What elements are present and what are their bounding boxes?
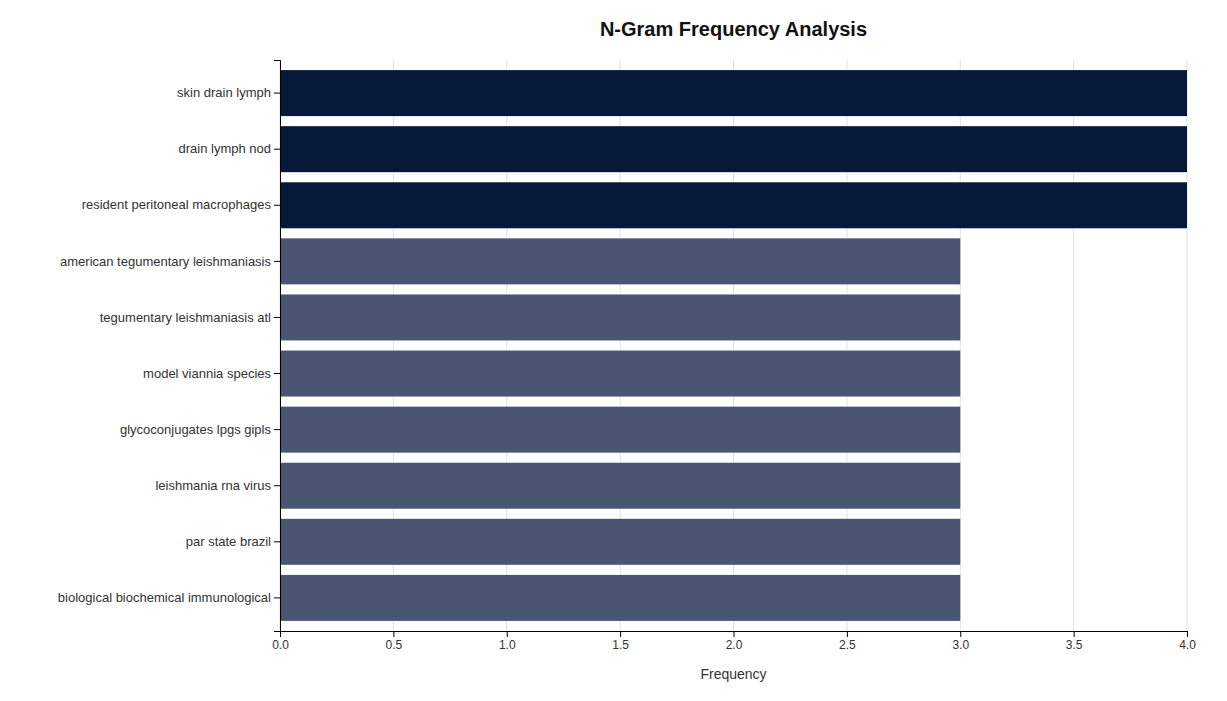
tick: tegumentary leishmaniasis atl <box>100 310 280 325</box>
tick-mark <box>274 317 280 318</box>
tick: 3.0 <box>952 631 969 652</box>
tick-label: 2.0 <box>726 638 743 652</box>
tick-mark <box>274 597 280 598</box>
grid <box>280 60 1187 631</box>
bar <box>280 575 960 621</box>
tick-mark <box>1074 631 1075 637</box>
tick-label: leishmania rna virus <box>155 478 271 493</box>
tick-label: tegumentary leishmaniasis atl <box>100 310 271 325</box>
tick-mark <box>274 485 280 486</box>
bar <box>280 294 960 340</box>
tick-label: model viannia species <box>143 366 271 381</box>
tick-mark <box>847 631 848 637</box>
tick-label: 1.0 <box>499 638 516 652</box>
tick-label: 3.5 <box>1066 638 1083 652</box>
bar <box>280 351 960 397</box>
tick: 0.5 <box>386 631 403 652</box>
tick: skin drain lymph <box>177 85 280 100</box>
tick: biological biochemical immunological <box>58 590 280 605</box>
tick-label: biological biochemical immunological <box>58 590 271 605</box>
axis-line <box>274 61 281 632</box>
tick-mark <box>274 261 280 262</box>
tick-mark <box>1187 631 1188 637</box>
bar <box>280 238 960 284</box>
tick-label: american tegumentary leishmaniasis <box>60 254 271 269</box>
y-axis: biological biochemical immunological par … <box>58 61 281 632</box>
tick-label: 2.5 <box>839 638 856 652</box>
bar <box>280 182 1187 228</box>
tick: par state brazil <box>186 534 280 549</box>
plot: 0.0 0.5 1.0 1.5 2.0 2.5 3.0 3.5 4.0 biological bi… <box>58 60 1196 652</box>
tick: resident peritoneal macrophages <box>82 197 280 212</box>
tick: model viannia species <box>143 366 280 381</box>
tick: 2.0 <box>726 631 743 652</box>
tick: 1.0 <box>499 631 516 652</box>
tick-label: 0.5 <box>386 638 403 652</box>
tick-label: skin drain lymph <box>177 85 271 100</box>
bar <box>280 70 1187 116</box>
chart: 0.0 0.5 1.0 1.5 2.0 2.5 3.0 3.5 4.0 biological bi… <box>0 0 1227 701</box>
tick: 2.5 <box>839 631 856 652</box>
tick-label: resident peritoneal macrophages <box>82 197 272 212</box>
tick-mark <box>274 541 280 542</box>
axis-title: Frequency <box>700 666 766 682</box>
tick: 3.5 <box>1066 631 1083 652</box>
bars <box>280 70 1187 621</box>
tick: 1.5 <box>612 631 629 652</box>
tick: glycoconjugates lpgs gipls <box>120 422 280 437</box>
tick: 0.0 <box>272 631 289 652</box>
tick-mark <box>274 149 280 150</box>
bar <box>280 126 1187 172</box>
tick: american tegumentary leishmaniasis <box>60 254 280 269</box>
tick: leishmania rna virus <box>155 478 280 493</box>
tick-mark <box>274 373 280 374</box>
bar <box>280 407 960 453</box>
tick-label: 4.0 <box>1179 638 1196 652</box>
tick-mark <box>274 429 280 430</box>
tick-mark <box>960 631 961 637</box>
bar <box>280 463 960 509</box>
tick-mark <box>620 631 621 637</box>
title: N-Gram Frequency Analysis <box>600 18 867 40</box>
tick-label: par state brazil <box>186 534 271 549</box>
tick-mark <box>274 205 280 206</box>
bar <box>280 519 960 565</box>
tick-label: 3.0 <box>952 638 969 652</box>
x-axis: 0.0 0.5 1.0 1.5 2.0 2.5 3.0 3.5 4.0 <box>272 631 1196 652</box>
tick: drain lymph nod <box>179 141 281 156</box>
tick-label: 0.0 <box>272 638 289 652</box>
tick-label: glycoconjugates lpgs gipls <box>120 422 272 437</box>
tick-mark <box>734 631 735 637</box>
tick-label: drain lymph nod <box>179 141 272 156</box>
tick-mark <box>274 93 280 94</box>
tick-mark <box>393 631 394 637</box>
tick: 4.0 <box>1179 631 1196 652</box>
axis-line <box>281 632 1188 638</box>
tick-label: 1.5 <box>612 638 629 652</box>
tick-mark <box>507 631 508 637</box>
